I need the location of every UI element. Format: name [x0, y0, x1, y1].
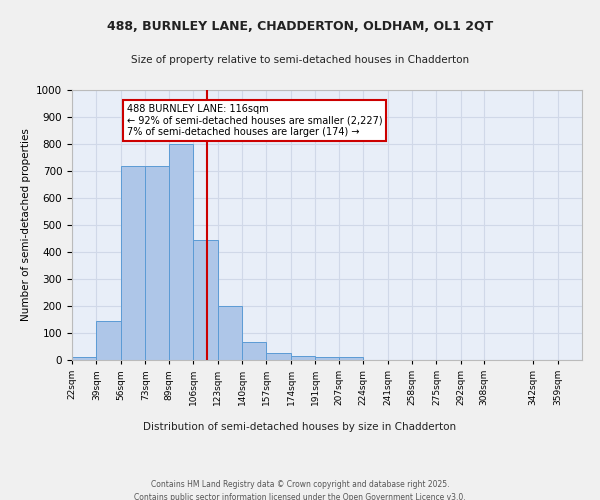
Bar [121, 166, 145, 360]
Bar [266, 353, 291, 360]
Bar [169, 144, 193, 360]
Bar [72, 358, 97, 360]
Bar [316, 358, 338, 360]
Bar [242, 342, 266, 360]
Bar [291, 356, 316, 360]
Bar [338, 358, 363, 360]
Text: Contains HM Land Registry data © Crown copyright and database right 2025.: Contains HM Land Registry data © Crown c… [151, 480, 449, 489]
Bar [193, 240, 218, 360]
Text: 488, BURNLEY LANE, CHADDERTON, OLDHAM, OL1 2QT: 488, BURNLEY LANE, CHADDERTON, OLDHAM, O… [107, 20, 493, 33]
Text: 488 BURNLEY LANE: 116sqm
← 92% of semi-detached houses are smaller (2,227)
7% of: 488 BURNLEY LANE: 116sqm ← 92% of semi-d… [127, 104, 382, 136]
Text: Size of property relative to semi-detached houses in Chadderton: Size of property relative to semi-detach… [131, 55, 469, 65]
Bar [218, 306, 242, 360]
Text: Distribution of semi-detached houses by size in Chadderton: Distribution of semi-detached houses by … [143, 422, 457, 432]
Y-axis label: Number of semi-detached properties: Number of semi-detached properties [20, 128, 31, 322]
Bar [97, 321, 121, 360]
Bar [145, 166, 169, 360]
Text: Contains public sector information licensed under the Open Government Licence v3: Contains public sector information licen… [134, 492, 466, 500]
